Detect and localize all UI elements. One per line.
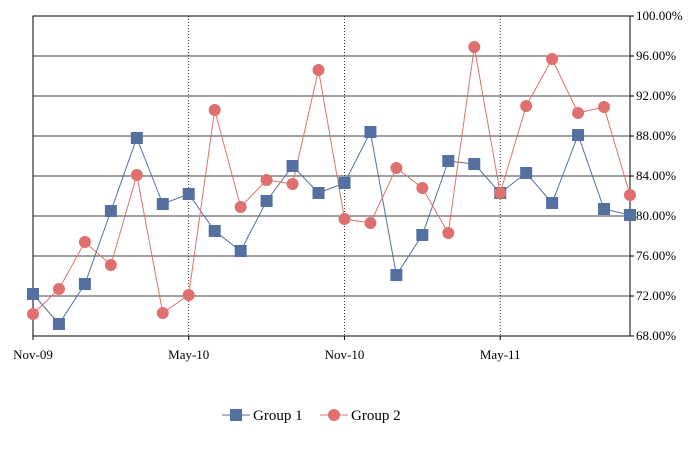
data-point-group-1 [234,245,247,257]
data-point-group-2 [390,162,403,174]
data-point-group-2 [130,169,143,181]
data-point-group-2 [520,100,533,112]
data-point-group-2 [416,182,429,194]
data-point-group-1 [468,158,481,170]
data-point-group-2 [260,174,273,186]
x-tick-label: May-10 [168,347,209,362]
x-tick-label: Nov-09 [13,347,53,362]
series-line-2 [32,46,631,315]
y-tick-label: 84.00% [636,168,676,183]
data-point-group-1 [416,229,429,241]
legend-label-2: Group 2 [351,408,401,424]
data-point-group-1 [442,155,455,167]
legend-marker-2 [328,409,340,421]
data-point-group-1 [260,195,273,207]
data-point-group-2 [312,64,325,76]
data-point-group-1 [208,225,221,237]
x-tick-label: Nov-10 [325,347,365,362]
data-point-group-2 [598,101,611,113]
x-tick-label: May-11 [480,347,521,362]
data-point-group-2 [234,201,247,213]
y-tick-label: 76.00% [636,248,676,263]
data-point-group-2 [104,259,117,271]
data-point-group-1 [364,126,377,138]
data-point-group-2 [364,217,377,229]
legend-label-1: Group 1 [253,408,303,424]
data-point-group-1 [390,269,403,281]
data-point-group-2 [468,41,481,53]
data-point-group-2 [27,308,39,320]
y-tick-label: 96.00% [636,48,676,63]
data-point-group-1 [572,129,585,141]
y-tick-label: 68.00% [636,328,676,343]
data-point-group-1 [286,160,299,172]
data-point-group-1 [130,132,143,144]
data-point-group-1 [52,318,65,330]
data-point-group-1 [182,188,195,200]
data-point-group-2 [156,307,169,319]
y-tick-label: 92.00% [636,88,676,103]
y-tick-label: 80.00% [636,208,676,223]
data-point-group-1 [312,187,325,199]
legend-marker-1 [230,409,242,421]
data-point-group-2 [52,283,65,295]
data-point-group-1 [598,203,611,215]
y-tick-label: 100.00% [636,8,683,23]
data-point-group-2 [624,189,636,201]
data-point-group-1 [338,177,351,189]
data-point-group-2 [442,227,455,239]
data-point-group-1 [520,167,533,179]
data-point-group-2 [494,187,507,199]
y-tick-label: 88.00% [636,128,676,143]
data-point-group-2 [286,178,299,190]
y-tick-label: 72.00% [636,288,676,303]
data-point-group-1 [78,278,91,290]
data-point-group-2 [182,289,195,301]
data-point-group-1 [624,209,636,221]
data-point-group-1 [104,205,117,217]
data-point-group-1 [546,197,559,209]
data-point-group-2 [546,53,559,65]
data-point-group-1 [27,288,39,300]
data-point-group-2 [208,104,221,116]
data-point-group-1 [156,198,169,210]
data-point-group-2 [338,213,351,225]
data-point-group-2 [572,107,585,119]
data-point-group-2 [78,236,91,248]
